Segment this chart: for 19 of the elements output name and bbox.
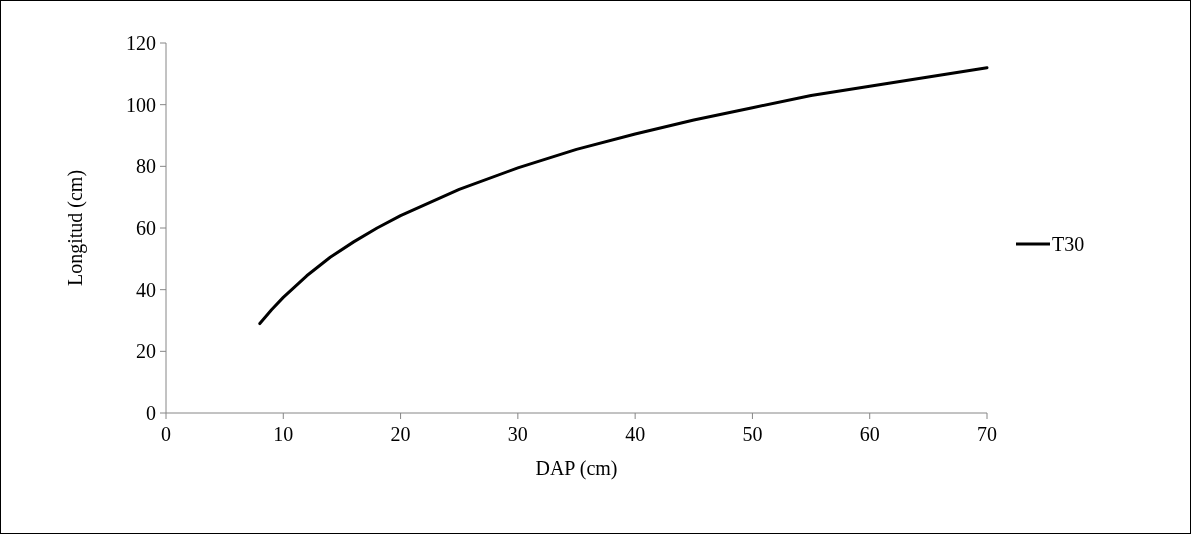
line-series: [258, 66, 989, 326]
x-tick-label: 50: [742, 423, 763, 445]
x-axis-title: DAP (cm): [535, 457, 618, 480]
x-tick-label: 40: [625, 423, 646, 445]
y-axis-title: Longitud (cm): [64, 169, 87, 287]
x-tick-label: 30: [507, 423, 528, 445]
x-tick-label: 20: [390, 423, 411, 445]
x-tick-label: 70: [977, 423, 997, 445]
y-tick-label: 40: [136, 278, 156, 301]
y-tick-label: 0: [146, 402, 156, 424]
y-tick-label: 20: [136, 340, 156, 363]
x-tick-label: 0: [161, 423, 171, 445]
y-tick-label: 80: [136, 155, 156, 178]
x-tick-label: 10: [273, 423, 294, 445]
x-tick-label: 60: [859, 423, 880, 445]
y-tick-label: 120: [126, 32, 156, 54]
y-tick-label: 60: [136, 217, 156, 239]
legend-label: T30: [1052, 233, 1085, 255]
y-tick-label: 100: [126, 93, 156, 116]
